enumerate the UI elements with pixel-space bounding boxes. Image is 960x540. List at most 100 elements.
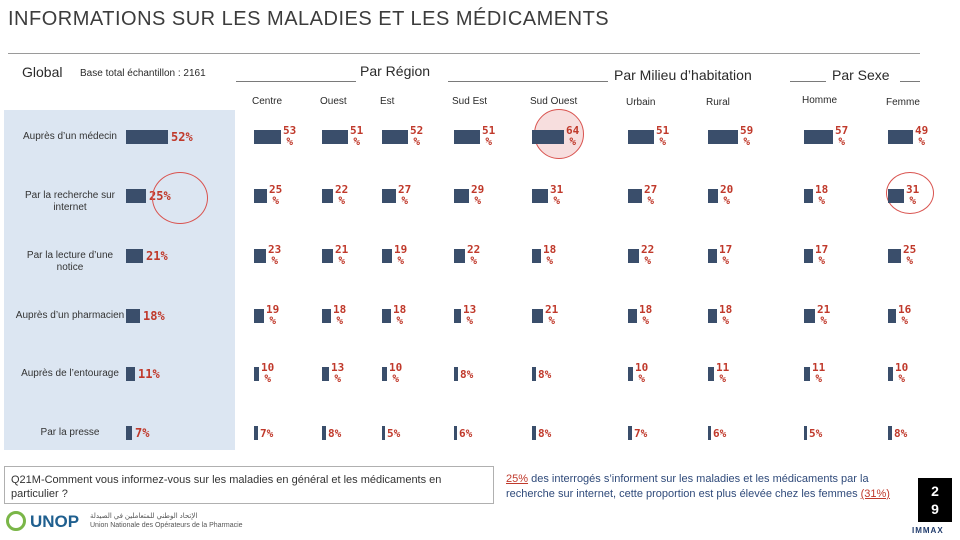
- global-bar: [126, 130, 168, 144]
- series-bar: [888, 309, 896, 323]
- series-value: 7%: [260, 427, 274, 440]
- series-bar: [322, 426, 326, 440]
- row-label: Auprès d’un pharmacien: [15, 310, 125, 321]
- series-value: 8%: [538, 368, 552, 381]
- series-value: 8%: [894, 427, 908, 440]
- global-value: 52%: [171, 130, 193, 144]
- series-bar: [254, 426, 258, 440]
- series-value: 22 %: [641, 243, 655, 267]
- series-bar: [254, 367, 259, 381]
- series-value: 27 %: [398, 183, 412, 207]
- series-bar: [888, 426, 892, 440]
- series-value: 18 %: [393, 303, 407, 327]
- series-bar: [628, 426, 632, 440]
- series-bar: [382, 426, 385, 440]
- series-bar: [708, 426, 711, 440]
- series-value: 10 %: [895, 361, 909, 385]
- footnote: 25% des interrogés s’informent sur les m…: [506, 472, 906, 502]
- series-value: 22 %: [467, 243, 481, 267]
- series-value: 18 %: [719, 303, 733, 327]
- column-header: Sud Est: [452, 96, 488, 107]
- series-value: 5%: [809, 427, 823, 440]
- series-value: 25 %: [269, 183, 283, 207]
- sexe-header-rule: [900, 81, 920, 82]
- series-value: 25 %: [903, 243, 917, 267]
- series-value: 23 %: [268, 243, 282, 267]
- series-bar: [532, 426, 536, 440]
- column-header: Urbain: [626, 97, 656, 108]
- series-bar: [628, 309, 637, 323]
- region-group-header: Par Région: [360, 63, 431, 79]
- footnote-text: des interrogés s’informent sur les malad…: [506, 473, 869, 500]
- series-bar: [708, 130, 738, 144]
- region-header-rule-right: [448, 81, 608, 82]
- series-value: 11 %: [716, 361, 730, 385]
- series-value: 49 %: [915, 124, 929, 148]
- row-label: Auprès de l’entourage: [21, 368, 119, 379]
- immax-logo: IMMAX: [912, 526, 944, 535]
- series-value: 52 %: [410, 124, 424, 148]
- series-bar: [888, 249, 901, 263]
- title-divider: [8, 53, 920, 54]
- series-bar: [254, 189, 267, 203]
- global-bar: [126, 309, 140, 323]
- series-value: 21 %: [335, 243, 349, 267]
- series-bar: [532, 367, 536, 381]
- series-bar: [804, 426, 807, 440]
- region-header-rule-left: [236, 81, 356, 82]
- series-bar: [888, 367, 893, 381]
- global-panel: [4, 110, 235, 450]
- milieu-sexe-rule: [790, 81, 826, 82]
- series-bar: [628, 189, 642, 203]
- series-value: 18 %: [543, 243, 557, 267]
- series-bar: [382, 367, 387, 381]
- global-value: 7%: [135, 426, 150, 440]
- series-bar: [322, 367, 329, 381]
- series-value: 13 %: [463, 303, 477, 327]
- series-bar: [804, 189, 813, 203]
- series-value: 20 %: [720, 183, 734, 207]
- series-value: 21 %: [817, 303, 831, 327]
- series-value: 8%: [538, 427, 552, 440]
- series-bar: [628, 249, 639, 263]
- global-header: Global: [22, 64, 63, 80]
- column-header: Homme: [802, 95, 838, 106]
- series-bar: [804, 367, 810, 381]
- column-header: Centre: [252, 96, 283, 107]
- series-bar: [382, 309, 391, 323]
- series-value: 29 %: [471, 183, 485, 207]
- global-bar: [126, 367, 135, 381]
- series-bar: [708, 189, 718, 203]
- unop-subtitle-ar: الإتحاد الوطني للمتعاملين في الصيدلة: [90, 513, 198, 520]
- milieu-group-header: Par Milieu d’habitation: [614, 67, 752, 83]
- global-value: 11%: [138, 367, 160, 381]
- series-value: 18 %: [815, 183, 829, 207]
- femme-internet-highlight: [886, 172, 934, 214]
- series-bar: [382, 189, 396, 203]
- series-value: 31 %: [550, 183, 564, 207]
- series-bar: [454, 309, 461, 323]
- series-value: 59 %: [740, 124, 754, 148]
- series-bar: [888, 130, 913, 144]
- series-value: 51 %: [656, 124, 670, 148]
- series-value: 19 %: [266, 303, 280, 327]
- column-header: Ouest: [320, 96, 347, 107]
- series-bar: [254, 309, 264, 323]
- series-bar: [322, 249, 333, 263]
- series-bar: [532, 309, 543, 323]
- row-label: Par la recherche sur internet: [24, 190, 116, 213]
- base-sample-label: Base total échantillon : 2161: [80, 68, 206, 79]
- series-bar: [888, 189, 904, 203]
- series-value: 17 %: [719, 243, 733, 267]
- global-value: 21%: [146, 249, 168, 263]
- series-bar: [532, 249, 541, 263]
- row-label: Par la presse: [40, 427, 100, 438]
- series-value: 8%: [328, 427, 342, 440]
- global-bar: [126, 249, 143, 263]
- unop-subtitle: الإتحاد الوطني للمتعاملين في الصيدلة Uni…: [90, 512, 243, 530]
- series-value: 5%: [387, 427, 401, 440]
- series-bar: [628, 130, 654, 144]
- series-value: 22 %: [335, 183, 349, 207]
- series-value: 10 %: [389, 361, 403, 385]
- column-header: Rural: [706, 97, 730, 108]
